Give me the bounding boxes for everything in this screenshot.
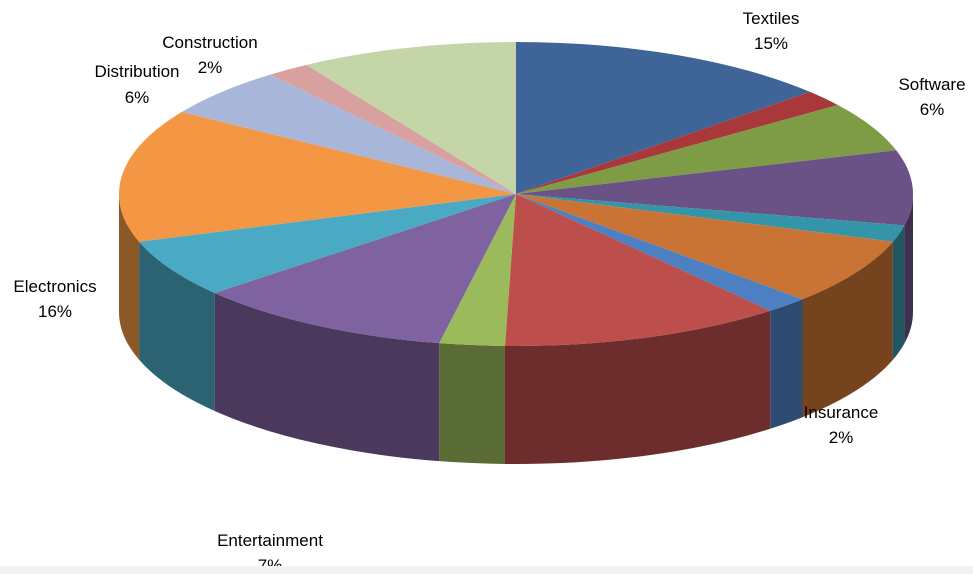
data-label-percent-12: 6% [125, 88, 150, 107]
data-label-label-6: Insurance [804, 403, 879, 422]
pie-slice-side-10 [139, 241, 215, 411]
pie-slice-distribution [181, 74, 516, 194]
pie-slice-unlabeled-14 [306, 42, 516, 194]
pie-slice-side-8 [439, 343, 505, 464]
pie-slice-software [516, 104, 897, 194]
pie-slice-unlabeled-1 [516, 91, 838, 194]
data-label-label-2: Software [898, 75, 965, 94]
data-label-label-0: Textiles [743, 9, 800, 28]
pie-slice-unlabeled-3 [516, 150, 913, 226]
pie-slice-construction [270, 64, 516, 194]
data-label-label-10: Entertainment [217, 531, 323, 550]
data-label-percent-0: 15% [754, 34, 788, 53]
data-label-percent-11: 16% [38, 302, 72, 321]
pie-slice-side-9 [214, 292, 440, 462]
pie-slice-unlabeled-9 [214, 194, 516, 344]
pie-slice-unlabeled-4 [516, 194, 905, 242]
pie-labels: Textiles 15% Software 6% Insurance 2% Entertai… [13, 9, 965, 574]
pie-sides [119, 194, 913, 464]
bottom-strip [0, 566, 973, 574]
data-label-label-11: Electronics [13, 277, 96, 296]
data-label-percent-2: 6% [920, 100, 945, 119]
pie-slice-side-3 [904, 194, 913, 344]
pie-tops [118, 42, 913, 346]
pie-slice-side-6 [770, 299, 803, 429]
pie-slice-insurance [516, 194, 803, 311]
pie-slice-unlabeled-8 [439, 194, 516, 346]
pie-slice-unlabeled-5 [516, 194, 893, 300]
pie-slice-side-5 [802, 241, 893, 418]
pie-slice-side-11 [119, 194, 140, 360]
data-label-label-12: Distribution [94, 62, 179, 81]
pie-slice-unlabeled-7 [504, 194, 771, 346]
data-label-percent-6: 2% [829, 428, 854, 447]
pie-slice-textiles [516, 42, 811, 194]
pie-slice-side-4 [892, 225, 905, 360]
data-label-percent-13: 2% [198, 58, 223, 77]
pie-slice-electronics [118, 111, 516, 242]
pie-slice-side-7 [504, 310, 771, 464]
pie-slice-entertainment [139, 194, 516, 293]
data-label-label-13: Construction [162, 33, 257, 52]
